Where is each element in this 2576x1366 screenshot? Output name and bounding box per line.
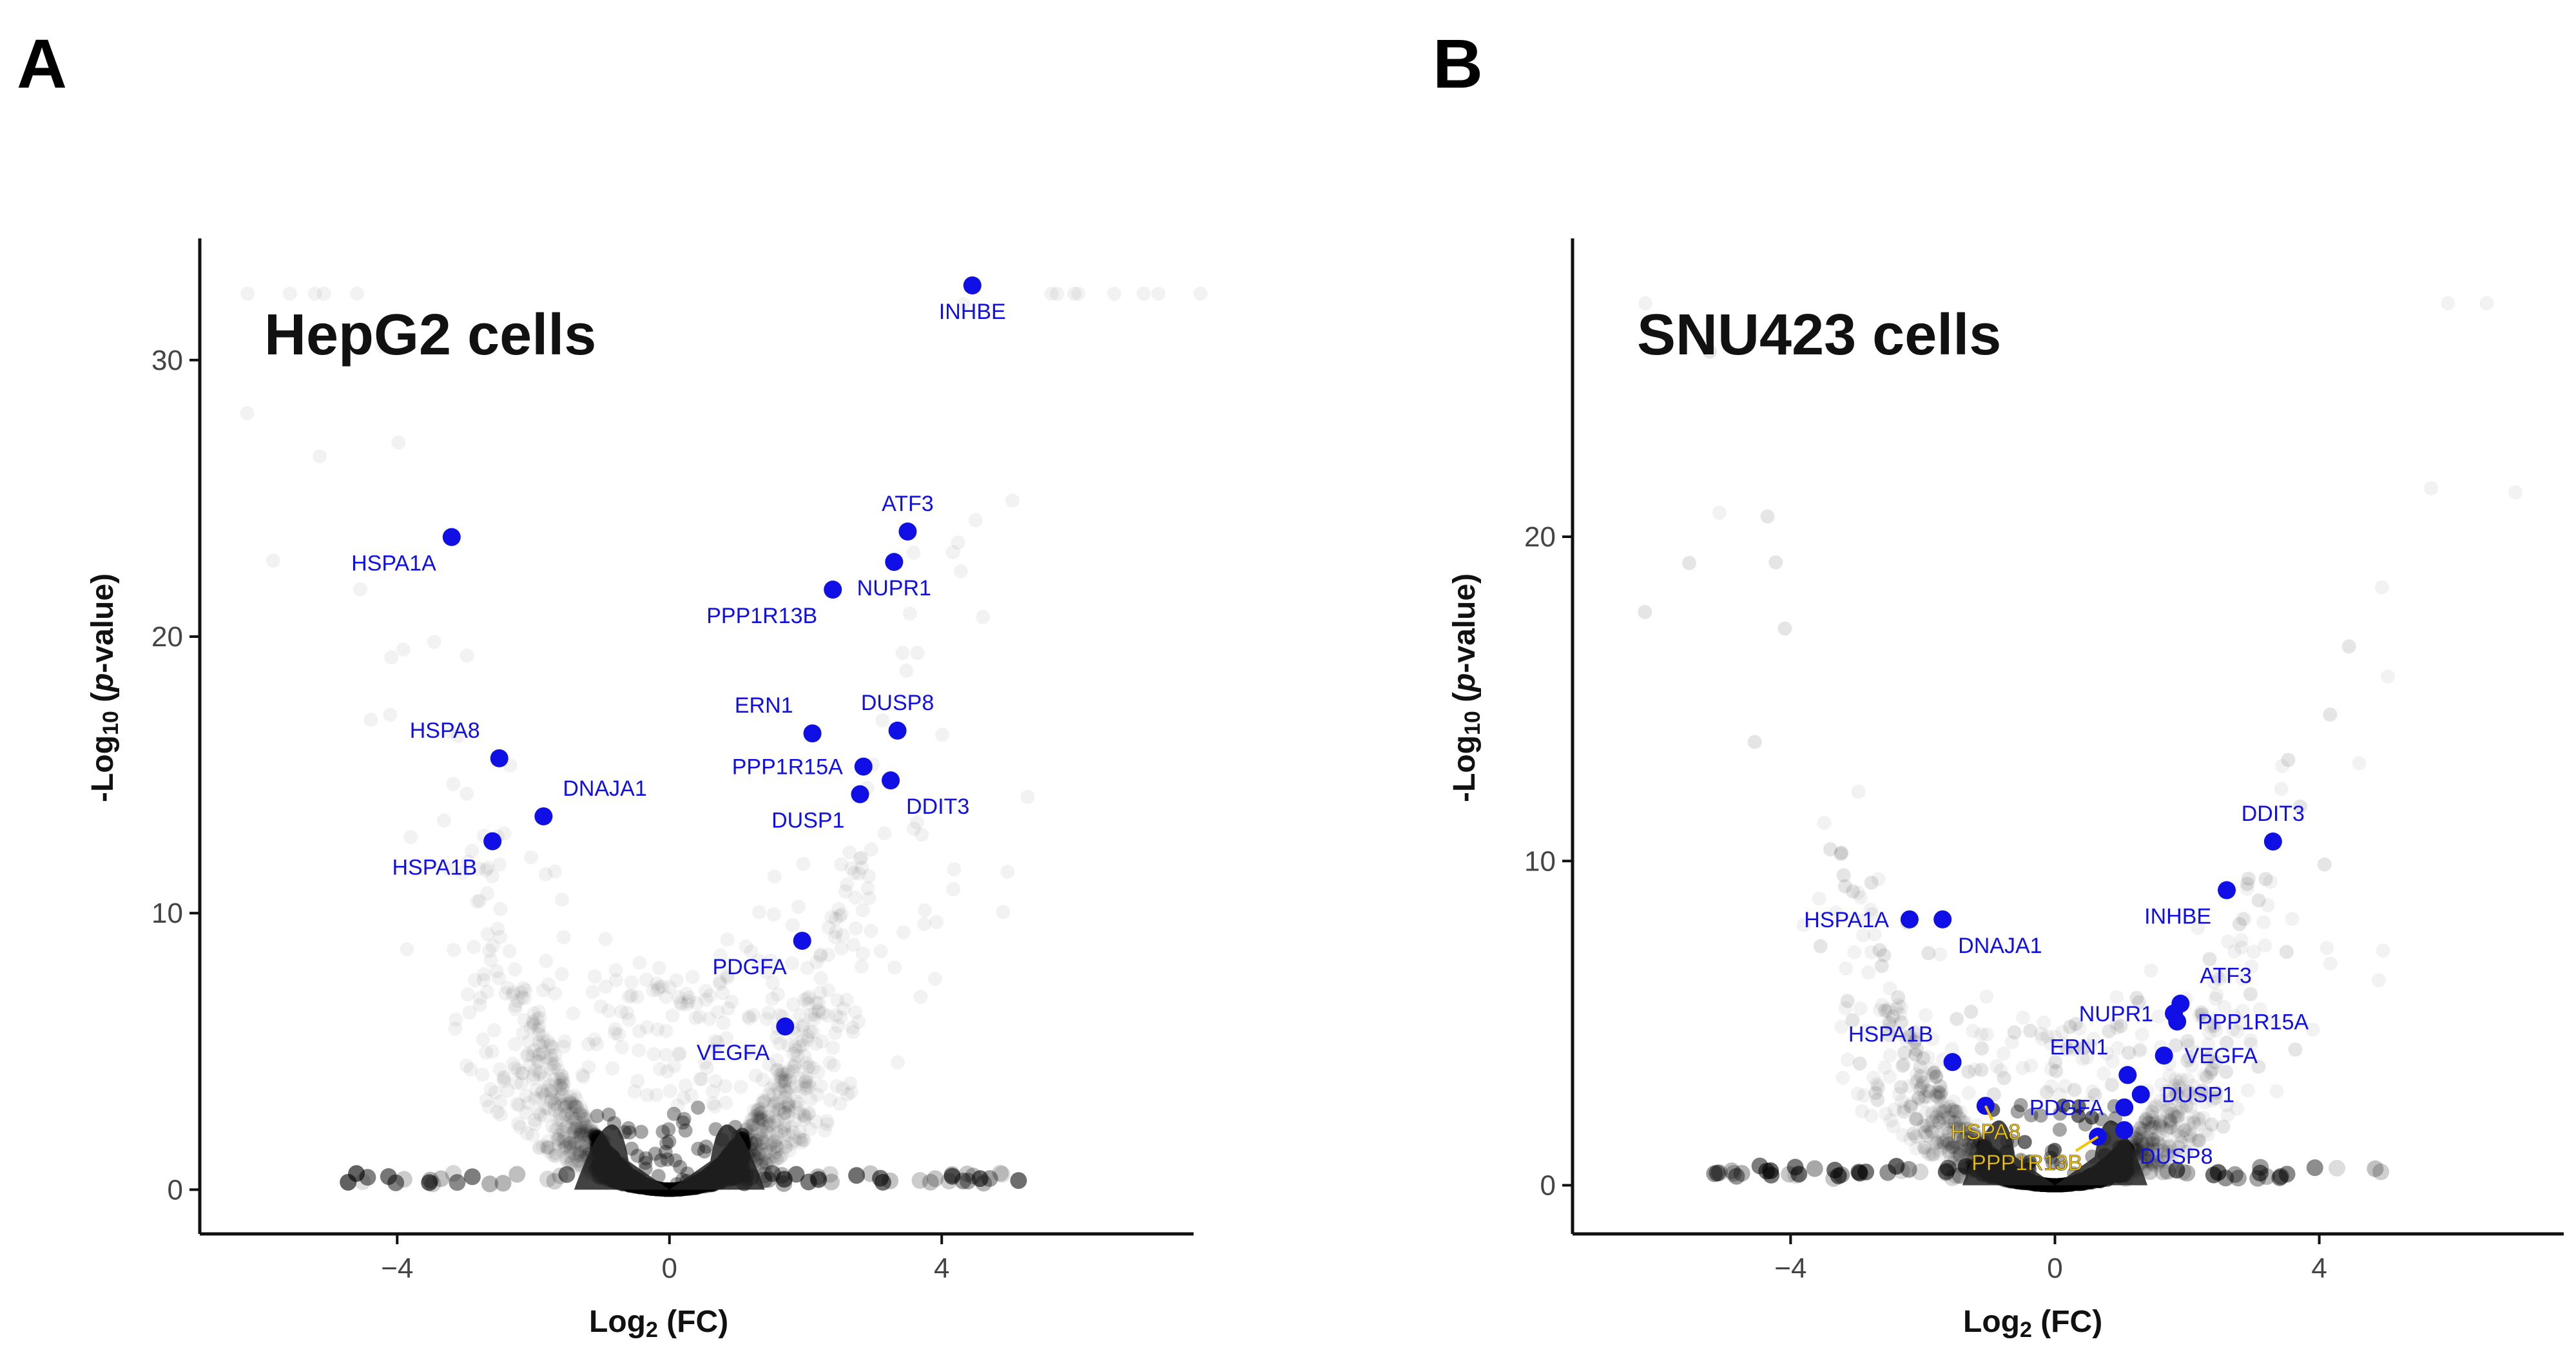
gene-point-vegfa: [776, 1017, 795, 1036]
gene-point-ppp1r15a: [2168, 1012, 2187, 1031]
gene-point-atf3: [898, 522, 917, 541]
x-tick-label: 4: [934, 1253, 949, 1284]
gene-label-dnaja1: DNAJA1: [563, 776, 646, 801]
x-axis-title-hepg2: Log2 (FC): [589, 1305, 729, 1342]
gene-point-ddit3: [882, 771, 900, 790]
gene-point-ern1: [2118, 1066, 2137, 1084]
gene-label-inhbe: INHBE: [939, 300, 1006, 324]
x-tick-label: 4: [2311, 1253, 2327, 1284]
gene-label-atf3: ATF3: [882, 492, 934, 516]
gene-label-hspa1b: HSPA1B: [1848, 1022, 1933, 1046]
background-points: [1638, 296, 2523, 1193]
x-tick-label: 0: [662, 1253, 677, 1284]
gene-point-hspa1b: [1943, 1053, 1962, 1072]
x-tick-label: −4: [381, 1253, 413, 1284]
gene-label-ppp1r13b: PPP1R13B: [706, 604, 817, 628]
gene-point-nupr1: [885, 553, 904, 572]
gene-label-ern1: ERN1: [735, 693, 793, 718]
y-tick-label: 10: [1524, 845, 1556, 877]
y-axis-title-snu423: -Log10 (p-value): [1448, 573, 1485, 802]
gene-label-nupr1: NUPR1: [2079, 1002, 2153, 1026]
gene-point-ppp1r13b: [824, 581, 842, 599]
y-tick-label: 0: [168, 1174, 183, 1206]
gene-point-dusp8: [2115, 1121, 2134, 1139]
gene-point-ppp1r15a: [854, 757, 873, 776]
gene-label-dusp1: DUSP1: [2162, 1083, 2234, 1108]
gene-point-hspa1a: [1900, 910, 1919, 928]
gene-point-dusp8: [888, 721, 907, 740]
gene-point-ern1: [803, 724, 822, 743]
gene-point-dusp1: [851, 785, 869, 803]
x-axis-title-snu423: Log2 (FC): [1963, 1305, 2103, 1342]
gene-label-ern1: ERN1: [2050, 1035, 2109, 1059]
gene-label-dusp8: DUSP8: [2140, 1144, 2213, 1169]
gene-label-pdgfa: PDGFA: [2029, 1096, 2104, 1121]
gene-point-inhbe: [963, 276, 982, 294]
x-tick-label: −4: [1774, 1253, 1806, 1284]
y-tick-label: 10: [151, 898, 183, 929]
gene-label-atf3: ATF3: [2200, 964, 2252, 988]
chart-title: SNU423 cells: [1637, 303, 2001, 367]
plot-area-snu423: −4 0 4 0 10 20 SNU423 cells DDIT3 INHBE HSPA1A DNA…: [1524, 238, 2564, 1284]
y-tick-label: 20: [1524, 521, 1556, 553]
gene-point-dnaja1: [534, 807, 553, 825]
gene-point-hspa8: [490, 749, 508, 767]
gene-label-hspa8: HSPA8: [410, 718, 480, 743]
panel-letter-b: B: [1433, 24, 1483, 102]
gene-point-pdgfa: [2115, 1098, 2134, 1117]
gene-label-hspa1a: HSPA1A: [1804, 908, 1889, 932]
gene-point-dusp1: [2131, 1085, 2150, 1104]
gene-label-ppp1r13b: PPP1R13B: [1971, 1151, 2082, 1175]
plot-area-hepg2: −4 0 4 0 10 20 30 HepG2 cells INHBE ATF3 NUPR1 PPP1…: [151, 238, 1208, 1284]
y-axis-title-hepg2: -Log10 (p-value): [86, 573, 123, 802]
y-tick-label: 20: [151, 621, 183, 653]
gene-label-pdgfa: PDGFA: [712, 955, 787, 979]
gene-label-vegfa: VEGFA: [697, 1041, 770, 1065]
gene-label-dnaja1: DNAJA1: [1958, 934, 2042, 958]
chart-title: HepG2 cells: [264, 303, 596, 367]
gene-label-nupr1: NUPR1: [857, 576, 931, 601]
gene-point-ddit3: [2263, 832, 2282, 851]
gene-label-ppp1r15a: PPP1R15A: [2198, 1010, 2309, 1034]
panel-letter-a: A: [17, 24, 67, 102]
gene-label-dusp1: DUSP1: [771, 809, 844, 833]
gene-label-inhbe: INHBE: [2144, 905, 2211, 929]
gene-label-hspa8: HSPA8: [1950, 1120, 2020, 1144]
gene-label-hspa1b: HSPA1B: [392, 856, 477, 880]
gene-label-ddit3: DDIT3: [906, 794, 969, 819]
background-points: [240, 286, 1208, 1197]
gene-point-dnaja1: [1933, 910, 1952, 928]
gene-point-pdgfa: [793, 932, 811, 950]
y-tick-label: 30: [151, 345, 183, 376]
gene-point-hspa1b: [483, 832, 502, 851]
gene-label-hspa1a: HSPA1A: [351, 552, 436, 576]
gene-point-vegfa: [2155, 1046, 2173, 1065]
gene-label-ppp1r15a: PPP1R15A: [732, 755, 843, 780]
x-tick-label: 0: [2047, 1253, 2062, 1284]
gene-leader-line: [2075, 1135, 2099, 1152]
gene-point-inhbe: [2218, 881, 2236, 899]
gene-leader-line: [1984, 1105, 1993, 1121]
gene-label-dusp8: DUSP8: [861, 691, 934, 715]
gene-point-hspa1a: [442, 528, 461, 546]
gene-label-vegfa: VEGFA: [2185, 1044, 2258, 1068]
y-tick-label: 0: [1540, 1170, 1556, 1202]
gene-label-ddit3: DDIT3: [2242, 802, 2305, 826]
